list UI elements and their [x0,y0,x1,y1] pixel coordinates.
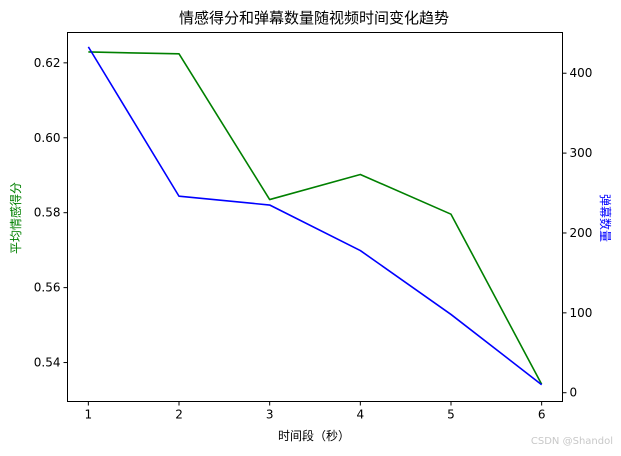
right-y-tick-label: 100 [570,306,593,320]
x-axis: 1 2 3 4 5 6 [85,401,546,422]
x-tick-label: 5 [447,408,455,422]
left-y-axis-label: 平均情感得分 [8,182,23,254]
left-y-axis: 0.54 0.56 0.58 0.60 0.62 [34,56,68,370]
x-axis-label: 时间段（秒） [278,428,350,443]
left-y-tick-label: 0.60 [34,131,61,145]
right-y-tick-label: 400 [570,66,593,80]
right-y-tick-label: 300 [570,146,593,160]
watermark: CSDN @Shandol [531,436,613,447]
danmaku-count-series-line [87,46,543,386]
x-tick-label: 1 [85,408,93,422]
left-y-tick-label: 0.62 [34,56,61,70]
plot-frame [67,32,563,402]
series-layer [87,46,543,386]
right-y-tick-label: 200 [570,226,593,240]
left-y-tick-label: 0.58 [34,206,61,220]
right-y-tick-label: 0 [570,386,578,400]
x-tick-label: 3 [266,408,274,422]
x-tick-label: 2 [175,408,183,422]
chart-title: 情感得分和弹幕数量随视频时间变化趋势 [179,9,449,27]
x-tick-label: 6 [538,408,546,422]
left-y-tick-label: 0.54 [34,356,61,370]
sentiment-series-line [88,51,543,385]
right-y-axis: 0 100 200 300 400 [562,66,593,400]
right-y-axis-label: 弹幕数量 [598,194,613,242]
left-y-tick-label: 0.56 [34,281,61,295]
x-tick-label: 4 [357,408,365,422]
